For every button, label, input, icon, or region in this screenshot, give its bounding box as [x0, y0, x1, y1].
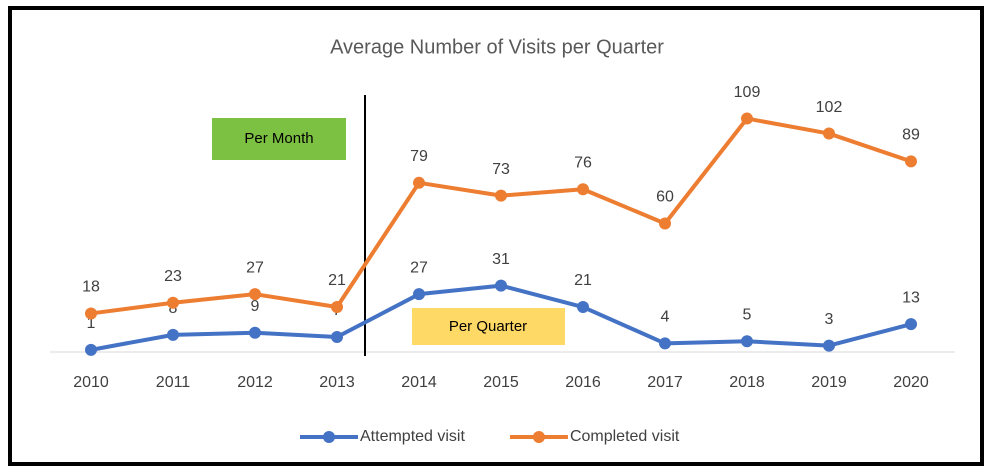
x-tick-label: 2015 [483, 374, 519, 391]
per-month-box [212, 118, 346, 160]
marker [905, 155, 917, 168]
frame [8, 6, 984, 466]
x-tick-label: 2011 [156, 374, 191, 391]
data-label: 27 [246, 259, 264, 276]
marker [167, 296, 179, 309]
marker [905, 318, 917, 331]
marker [495, 279, 507, 292]
x-tick-label: 2019 [811, 374, 847, 391]
x-tick-label: 2010 [73, 374, 109, 391]
x-tick-label: 2018 [729, 374, 765, 391]
marker [741, 112, 753, 125]
x-tick-label: 2013 [319, 374, 355, 391]
data-label: 79 [410, 148, 428, 165]
marker [331, 301, 343, 314]
legend-label: Completed visit [570, 428, 680, 445]
marker [249, 326, 261, 339]
annotation: Per Month [244, 130, 313, 147]
x-tick-label: 2014 [401, 374, 437, 391]
data-label: 13 [902, 289, 920, 306]
data-label: 9 [251, 298, 260, 315]
data-label: 3 [825, 311, 834, 328]
marker [659, 217, 671, 230]
chart-title: Average Number of Visits per Quarter [330, 36, 664, 58]
marker [331, 331, 343, 344]
data-label: 18 [82, 279, 100, 296]
data-label: 31 [492, 251, 510, 268]
marker [577, 183, 589, 196]
data-label: 21 [574, 272, 592, 289]
data-label: 23 [164, 268, 182, 285]
data-label: 27 [410, 259, 428, 276]
marker [167, 328, 179, 341]
x-tick-label: 2016 [565, 374, 601, 391]
marker [823, 127, 835, 140]
data-label: 1 [87, 315, 96, 332]
marker [823, 339, 835, 352]
data-label: 73 [492, 161, 510, 178]
marker [659, 337, 671, 350]
per-quarter-box [412, 308, 565, 345]
marker [413, 176, 425, 189]
x-tick-label: 2012 [237, 374, 273, 391]
legend-label: Attempted visit [360, 428, 465, 445]
data-label: 21 [328, 272, 346, 289]
marker [249, 288, 261, 301]
x-tick-label: 2017 [647, 374, 683, 391]
marker [85, 343, 97, 356]
marker [741, 335, 753, 348]
legend-marker [323, 431, 335, 443]
data-label: 102 [816, 99, 843, 116]
x-tick-label: 2020 [893, 374, 929, 391]
data-label: 109 [734, 84, 761, 101]
data-label: 4 [661, 309, 670, 326]
marker [85, 307, 97, 320]
marker [495, 189, 507, 202]
marker [577, 301, 589, 314]
annotation: Per Quarter [449, 318, 527, 335]
data-label: 89 [902, 127, 920, 144]
legend-marker [532, 431, 545, 443]
data-label: 5 [743, 307, 752, 324]
data-label: 60 [656, 189, 674, 206]
data-label: 76 [574, 154, 592, 171]
marker [413, 288, 425, 301]
